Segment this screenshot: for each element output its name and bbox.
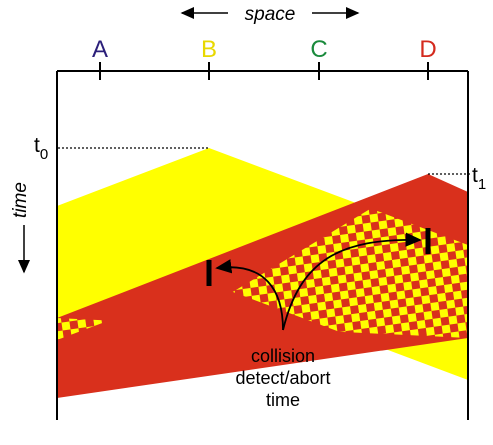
station-label-d: D bbox=[419, 36, 436, 63]
callout-arrow-to-b bbox=[215, 259, 284, 331]
callout-arrow-to-d bbox=[282, 232, 422, 331]
time-label: time bbox=[10, 182, 31, 218]
collision-label-line-2: detect/abort bbox=[235, 368, 330, 388]
collision-label-line-3: time bbox=[266, 390, 300, 410]
collision-label-line-1: collision bbox=[251, 346, 315, 366]
station-label-c: C bbox=[310, 36, 327, 63]
station-label-b: B bbox=[201, 36, 217, 63]
space-label: space bbox=[245, 4, 296, 25]
station-label-a: A bbox=[92, 36, 108, 63]
t0-label: t0 bbox=[34, 134, 48, 163]
t1-label: t1 bbox=[472, 164, 486, 193]
